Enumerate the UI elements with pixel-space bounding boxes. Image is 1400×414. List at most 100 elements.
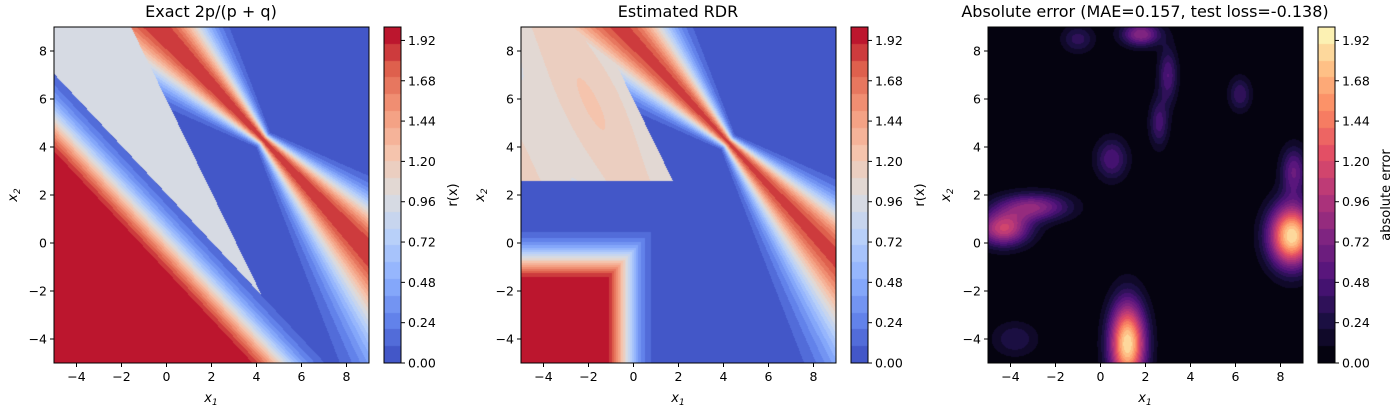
colorbar-tick-label: 0.96 [1342,194,1370,209]
colorbar-tick-label: 0.00 [1342,356,1370,371]
y-tick-label: 2 [973,188,981,203]
colorbar-tick-label: 1.20 [1342,154,1370,169]
y-tick-label: −4 [496,332,514,347]
colorbar-tick-label: 1.92 [408,33,436,48]
x-tick-label: 4 [1187,369,1195,384]
colorbar-tick-label: 0.72 [1342,235,1370,250]
x-axis-label: x1 [670,391,684,408]
x-tick-label: 2 [1142,369,1150,384]
panel-title: Absolute error (MAE=0.157, test loss=-0.… [961,2,1328,21]
panel-title: Estimated RDR [618,2,738,21]
heatmap-canvas [521,27,836,363]
x-axis: −4 −2 0 2 4 6 8 [1001,363,1285,384]
y-tick-label: 0 [39,236,47,251]
y-tick-label: 4 [506,140,514,155]
x-tick-label: 2 [208,369,216,384]
colorbar-ticks: 0.00 0.24 0.48 0.72 0.96 1.20 1.44 1.68 1.92 [1335,33,1370,371]
y-axis: −4 −2 0 2 4 6 8 [496,44,521,347]
colorbar-tick-label: 1.44 [875,114,903,129]
y-tick-label: 6 [506,92,514,107]
x-tick-label: 8 [1277,369,1285,384]
x-axis: −4 −2 0 2 4 6 8 [67,363,351,384]
y-tick-label: −2 [963,284,981,299]
x-tick-label: 0 [1097,369,1105,384]
y-tick-label: 6 [973,92,981,107]
x-tick-label: −4 [534,369,552,384]
heatmap-canvas [54,27,369,363]
y-tick-label: 0 [506,236,514,251]
x-axis: −4 −2 0 2 4 6 8 [534,363,818,384]
y-tick-label: 8 [39,44,47,59]
colorbar-tick-label: 1.68 [875,73,903,88]
y-axis: −4 −2 0 2 4 6 8 [29,44,54,347]
x-tick-label: 6 [1232,369,1240,384]
y-tick-label: 2 [39,188,47,203]
colorbar-tick-label: 0.24 [875,315,903,330]
y-tick-label: −4 [29,332,47,347]
heatmap-area [988,27,1303,363]
y-tick-label: −4 [963,332,981,347]
heatmap-area [521,27,836,363]
x-tick-label: −2 [112,369,130,384]
x-tick-label: 8 [810,369,818,384]
x-tick-label: 0 [630,369,638,384]
y-axis-label: x2 [939,188,956,203]
y-tick-label: 4 [973,140,981,155]
colorbar-tick-label: 0.48 [408,275,436,290]
y-tick-label: 0 [973,236,981,251]
colorbar-tick-label: 1.20 [408,154,436,169]
x-tick-label: −2 [579,369,597,384]
x-tick-label: 2 [675,369,683,384]
y-tick-label: 2 [506,188,514,203]
colorbar-tick-label: 1.92 [875,33,903,48]
colorbar-tick-label: 0.72 [875,235,903,250]
y-tick-label: 4 [39,140,47,155]
heatmap-canvas [988,27,1303,363]
y-tick-label: 8 [973,44,981,59]
x-tick-label: 6 [765,369,773,384]
colorbar-tick-label: 0.96 [408,194,436,209]
colorbar-tick-label: 1.68 [1342,73,1370,88]
x-tick-label: 0 [163,369,171,384]
y-tick-label: −2 [29,284,47,299]
heatmap-area [54,27,369,363]
colorbar-ticks: 0.00 0.24 0.48 0.72 0.96 1.20 1.44 1.68 1.92 [401,33,436,371]
y-tick-label: −2 [496,284,514,299]
panel-absolute-error: Absolute error (MAE=0.157, test loss=-0.… [939,2,1394,408]
y-axis-label: x2 [6,188,23,203]
y-axis: −4 −2 0 2 4 6 8 [963,44,988,347]
colorbar-tick-label: 0.48 [1342,275,1370,290]
colorbar-gradient [1318,27,1335,363]
y-axis-label: x2 [473,188,490,203]
x-tick-label: −2 [1046,369,1064,384]
colorbar-tick-label: 0.72 [408,235,436,250]
x-tick-label: 8 [343,369,351,384]
colorbar-tick-label: 0.00 [408,356,436,371]
colorbar-tick-label: 1.68 [408,73,436,88]
colorbar-tick-label: 1.44 [1342,114,1370,129]
colorbar: 0.00 0.24 0.48 0.72 0.96 1.20 1.44 1.68 1.92 r(x… [383,26,461,371]
colorbar-tick-label: 1.20 [875,154,903,169]
colorbar-gradient [384,27,401,363]
y-tick-label: 8 [506,44,514,59]
colorbar-label: r(x) [913,183,928,206]
colorbar-ticks: 0.00 0.24 0.48 0.72 0.96 1.20 1.44 1.68 1.92 [868,33,903,371]
colorbar-tick-label: 1.92 [1342,33,1370,48]
colorbar: 0.00 0.24 0.48 0.72 0.96 1.20 1.44 1.68 1.92 abs… [1317,26,1394,371]
x-axis-label: x1 [203,391,217,408]
colorbar-label: absolute error [1379,149,1394,241]
colorbar-tick-label: 0.24 [1342,315,1370,330]
x-tick-label: 4 [253,369,261,384]
colorbar-tick-label: 0.48 [875,275,903,290]
colorbar: 0.00 0.24 0.48 0.72 0.96 1.20 1.44 1.68 1.92 r(x… [850,26,928,371]
x-axis-label: x1 [1137,391,1151,408]
colorbar-tick-label: 1.44 [408,114,436,129]
colorbar-label: r(x) [446,183,461,206]
y-tick-label: 6 [39,92,47,107]
x-tick-label: −4 [1001,369,1019,384]
colorbar-tick-label: 0.24 [408,315,436,330]
x-tick-label: −4 [67,369,85,384]
